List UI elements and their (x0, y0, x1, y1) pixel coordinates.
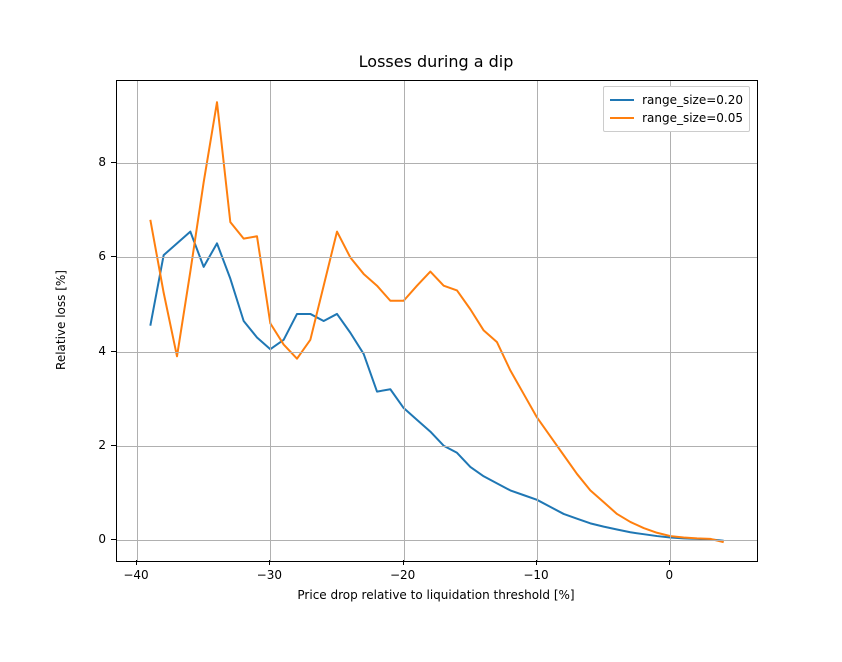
grid-line-horizontal (117, 257, 757, 258)
chart-container: Losses during a dip Price drop relative … (0, 0, 842, 662)
grid-line-vertical (670, 81, 671, 561)
series-line (150, 102, 723, 542)
x-tick-label: −40 (123, 568, 148, 582)
y-axis-label: Relative loss [%] (54, 270, 68, 370)
grid-line-horizontal (117, 446, 757, 447)
x-tick-label: 0 (666, 568, 674, 582)
grid-line-horizontal (117, 540, 757, 541)
x-tick-label: −30 (257, 568, 282, 582)
legend-item: range_size=0.05 (610, 109, 743, 127)
y-tick-label: 8 (98, 155, 106, 169)
x-axis-label: Price drop relative to liquidation thres… (297, 588, 574, 602)
y-tick-label: 6 (98, 249, 106, 263)
x-tick-mark (536, 560, 537, 565)
legend: range_size=0.20 range_size=0.05 (603, 86, 750, 132)
y-tick-label: 4 (98, 344, 106, 358)
series-lines (117, 81, 757, 561)
grid-line-vertical (537, 81, 538, 561)
y-tick-mark (111, 445, 116, 446)
y-tick-mark (111, 162, 116, 163)
x-tick-mark (136, 560, 137, 565)
legend-swatch (610, 99, 634, 101)
y-tick-mark (111, 351, 116, 352)
grid-line-horizontal (117, 352, 757, 353)
grid-line-vertical (137, 81, 138, 561)
x-tick-mark (669, 560, 670, 565)
y-tick-mark (111, 539, 116, 540)
plot-area (116, 80, 758, 562)
grid-line-horizontal (117, 163, 757, 164)
x-tick-mark (403, 560, 404, 565)
grid-line-vertical (404, 81, 405, 561)
y-tick-label: 2 (98, 438, 106, 452)
y-tick-label: 0 (98, 532, 106, 546)
legend-label: range_size=0.05 (642, 111, 743, 125)
legend-item: range_size=0.20 (610, 91, 743, 109)
x-tick-label: −20 (390, 568, 415, 582)
x-tick-mark (269, 560, 270, 565)
y-tick-mark (111, 256, 116, 257)
legend-label: range_size=0.20 (642, 93, 743, 107)
grid-line-vertical (270, 81, 271, 561)
x-tick-label: −10 (523, 568, 548, 582)
chart-title: Losses during a dip (359, 52, 514, 71)
legend-swatch (610, 117, 634, 119)
